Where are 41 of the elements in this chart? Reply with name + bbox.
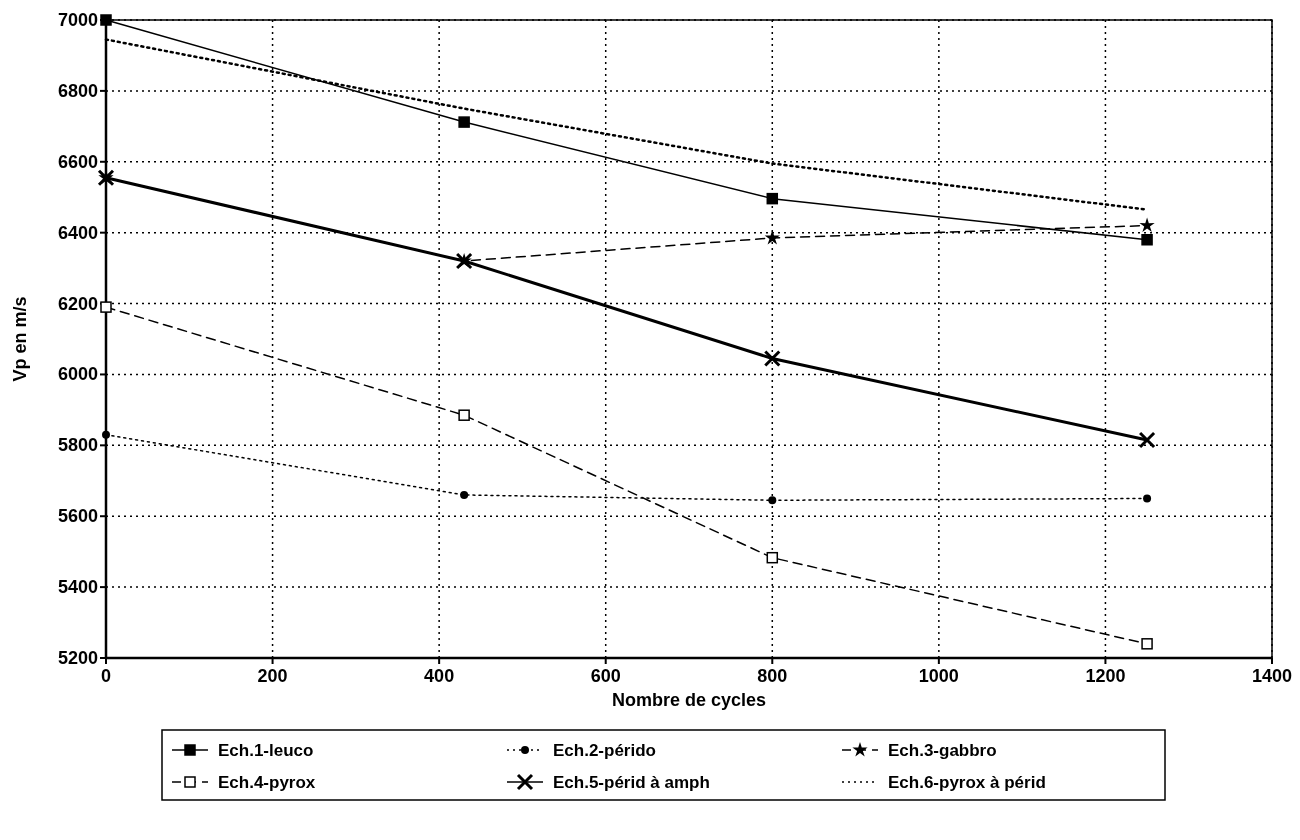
point [1141,234,1153,246]
y-tick-label: 5600 [57,506,98,527]
y-tick-label: 5400 [57,577,98,598]
y-tick-label: 6000 [57,364,98,385]
x-tick-label: 1000 [918,666,959,686]
y-tick-label: 6400 [57,222,98,243]
point [766,192,779,205]
point [1139,217,1155,233]
point [100,301,112,313]
x-tick-label: 600 [590,666,621,686]
point [766,551,779,564]
x-tick-label: 1200 [1085,666,1126,686]
point [768,496,777,505]
x-tick-label: 200 [257,666,288,686]
y-tick-label: 6200 [57,293,98,314]
legend-label: Ech.2-pérido [553,741,656,760]
y-tick-label: 6800 [57,80,98,101]
point [764,229,780,245]
y-tick-label: 5200 [57,648,98,668]
point [1138,431,1156,449]
point [458,116,470,128]
legend-label: Ech.3-gabbro [888,741,997,760]
x-tick-label: 400 [424,666,455,686]
legend-label: Ech.1-leuco [218,741,314,760]
point [102,430,110,439]
legend-label: Ech.4-pyrox [218,773,316,792]
x-axis-title: Nombre de cycles [611,690,767,710]
point [1143,494,1152,503]
x-tick-label: 1400 [1251,666,1293,686]
x-tick-label: 0 [100,666,112,686]
point [458,409,470,421]
legend-label: Ech.5-périd à amph [553,773,710,792]
point [763,349,781,367]
y-axis-title: Vp en m/s [10,296,30,382]
point [460,490,469,499]
legend-label: Ech.6-pyrox à périd [888,773,1046,792]
point [1141,638,1153,650]
y-tick-label: 7000 [57,10,98,30]
y-tick-label: 5800 [57,435,98,456]
y-tick-label: 6600 [57,151,98,172]
x-tick-label: 800 [757,666,788,686]
